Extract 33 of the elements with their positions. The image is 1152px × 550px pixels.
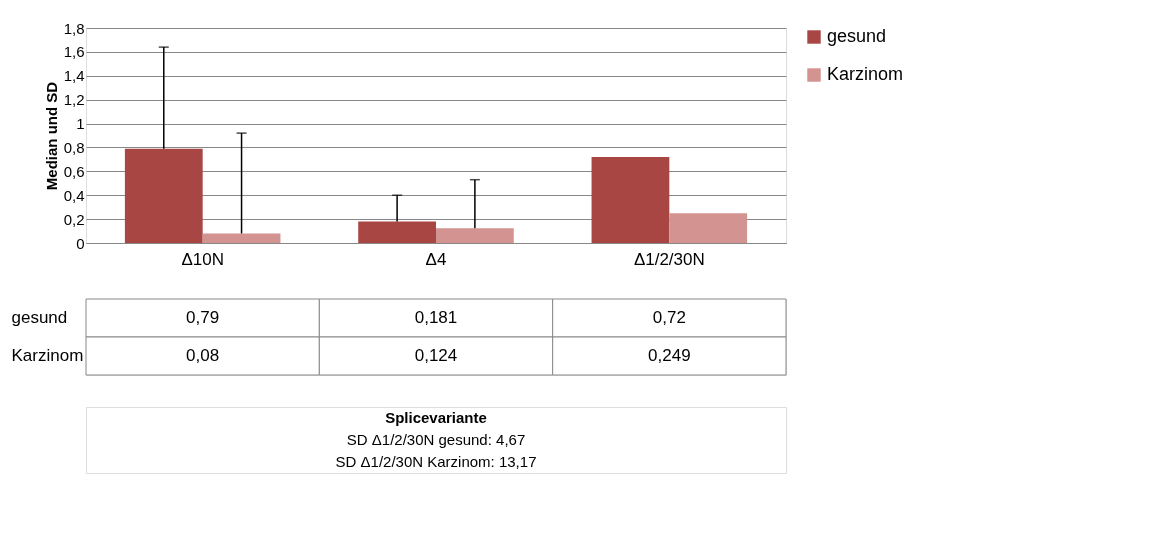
x-tick-label: Δ10N — [181, 249, 224, 269]
data-label: 0,249 — [648, 346, 691, 365]
y-axis-title: Median und SD — [42, 81, 60, 191]
y-tick-label: 1,6 — [63, 43, 85, 61]
bar — [124, 148, 203, 243]
data-label: 0,79 — [186, 308, 220, 327]
text: SD Δ1/2/30N gesund: 4,67 — [346, 431, 526, 448]
x-tick-label: Δ4 — [425, 249, 447, 269]
bar — [358, 221, 436, 243]
data-label: 0,72 — [652, 308, 686, 327]
bar — [202, 233, 281, 243]
y-tick-label: 1,8 — [63, 19, 85, 37]
text: Splicevariante — [385, 409, 487, 426]
bar — [591, 157, 670, 243]
y-tick-label: 0 — [76, 234, 85, 252]
y-tick-label: 0,8 — [63, 138, 85, 156]
y-tick-label: 1,4 — [63, 67, 85, 85]
bar — [669, 213, 748, 243]
data-label: 0,08 — [186, 346, 220, 365]
data-label: 0,124 — [414, 346, 458, 365]
data-label: 0,181 — [414, 308, 458, 327]
y-tick-label: 0,2 — [63, 210, 85, 228]
y-tick-label: 0,4 — [63, 186, 85, 204]
text: Karzinom — [11, 346, 84, 365]
y-tick-label: 1,2 — [63, 91, 85, 109]
y-tick-label: 0,6 — [63, 162, 85, 180]
x-tick-label: Δ1/2/30N — [633, 249, 705, 269]
y-tick-label: 1 — [76, 115, 85, 133]
text: SD Δ1/2/30N Karzinom: 13,17 — [335, 453, 537, 470]
legend-label: Karzinom — [827, 64, 904, 84]
text: gesund — [11, 308, 68, 327]
legend-label: gesund — [827, 26, 887, 46]
bar — [436, 228, 514, 243]
